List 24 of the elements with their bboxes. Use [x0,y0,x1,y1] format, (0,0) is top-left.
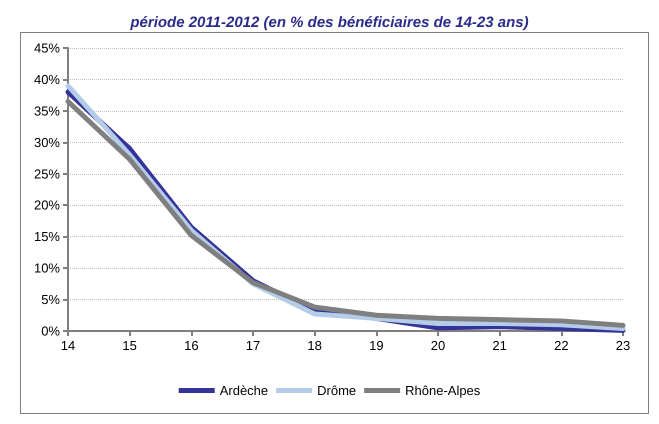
y-tick-label: 40% [34,72,60,87]
x-tick-label: 16 [184,338,199,353]
y-tick-label: 35% [34,103,60,118]
y-tick-label: 0% [41,324,60,338]
x-tick-label: 23 [616,338,630,353]
x-tick-label: 22 [554,338,569,353]
x-tick-label: 18 [307,338,322,353]
y-tick-label: 10% [34,260,60,276]
x-tick-label: 21 [492,338,507,353]
x-tick-label: 14 [60,338,76,353]
x-tick-label: 17 [246,338,260,353]
legend-label: Drôme [317,383,356,398]
y-tick-label: 45% [34,40,60,56]
y-tick-label: 25% [34,166,60,182]
x-tick-label: 19 [369,338,384,353]
legend-label: Rhône-Alpes [405,383,481,398]
y-tick-label: 5% [41,292,60,308]
chart-title: période 2011-2012 (en % des bénéficiaires de 14-23 ans) [129,14,529,31]
x-tick-label: 15 [122,338,137,353]
x-tick-label: 20 [430,338,446,353]
y-tick-label: 15% [34,229,60,244]
y-tick-label: 20% [34,198,60,213]
y-tick-label: 30% [34,134,60,150]
legend-label: Ardèche [220,383,268,398]
